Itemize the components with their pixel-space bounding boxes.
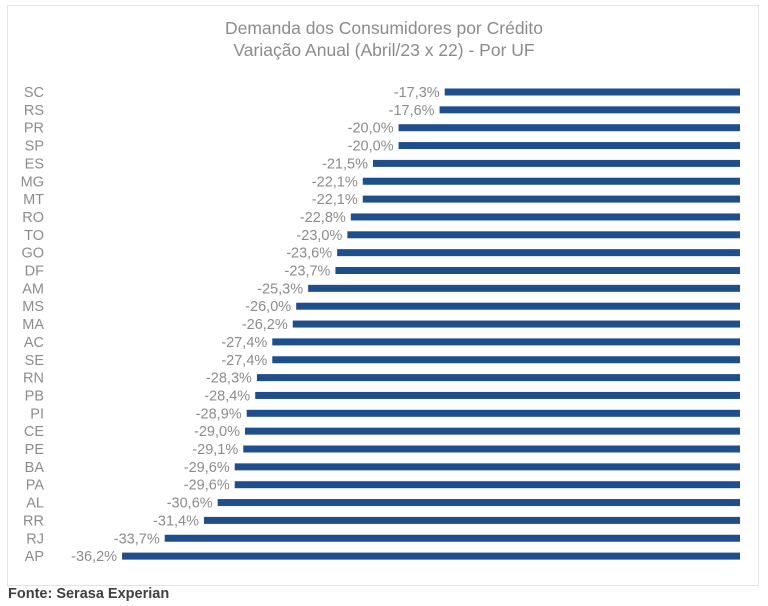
bar: [164, 534, 741, 542]
category-label: TO: [24, 228, 44, 244]
bar: [256, 374, 740, 382]
data-label: -23,6%: [286, 246, 332, 262]
category-label: PE: [25, 442, 45, 458]
bar: [362, 195, 740, 203]
data-label: -21,5%: [322, 156, 368, 172]
data-label: -26,2%: [242, 317, 288, 333]
category-label: AP: [25, 549, 44, 565]
category-label: GO: [21, 246, 44, 262]
bar: [204, 516, 740, 524]
bar: [372, 159, 740, 167]
bar: [234, 481, 740, 489]
bar: [347, 231, 740, 239]
source-note: Fonte: Serasa Experian: [8, 586, 170, 602]
category-label: MG: [21, 174, 44, 190]
bar: [350, 213, 740, 221]
data-label: -29,1%: [192, 442, 238, 458]
chart-frame: [7, 5, 759, 586]
data-label: -22,1%: [312, 192, 358, 208]
data-label: -22,8%: [300, 210, 346, 226]
category-label: DF: [25, 264, 44, 280]
bar: [296, 302, 740, 310]
data-label: -17,6%: [389, 103, 435, 119]
bar: [292, 320, 740, 328]
data-label: -28,4%: [204, 388, 250, 404]
bar: [217, 499, 740, 507]
bar: [398, 124, 740, 132]
category-label: PA: [26, 478, 45, 494]
category-label: MT: [23, 192, 44, 208]
data-label: -17,3%: [394, 85, 440, 101]
bar: [244, 427, 740, 435]
data-label: -29,0%: [194, 424, 240, 440]
data-label: -30,6%: [167, 496, 213, 512]
bar: [362, 177, 740, 185]
category-label: RJ: [26, 531, 44, 547]
category-label: PR: [24, 121, 44, 137]
bar: [246, 409, 740, 417]
bar: [444, 88, 740, 96]
data-label: -36,2%: [71, 549, 117, 565]
category-label: PI: [30, 406, 44, 422]
bar: [308, 284, 740, 292]
category-label: ES: [25, 156, 44, 172]
data-label: -20,0%: [348, 139, 394, 155]
data-label: -28,3%: [206, 371, 252, 387]
category-label: RS: [24, 103, 44, 119]
category-label: SP: [25, 139, 44, 155]
bar: [335, 267, 740, 274]
data-label: -22,1%: [312, 174, 358, 190]
data-label: -27,4%: [221, 353, 267, 369]
data-label: -28,9%: [196, 406, 242, 422]
category-label: RR: [23, 513, 44, 529]
bar: [272, 356, 740, 364]
bar: [398, 142, 740, 150]
data-label: -23,7%: [284, 264, 330, 280]
chart-subtitle: Variação Anual (Abril/23 x 22) - Por UF: [233, 40, 535, 60]
bar: [243, 445, 740, 453]
category-label: RO: [22, 210, 44, 226]
category-label: CE: [24, 424, 44, 440]
category-label: MA: [22, 317, 44, 333]
data-label: -27,4%: [221, 335, 267, 351]
category-label: AL: [26, 496, 44, 512]
category-label: RN: [23, 371, 44, 387]
category-label: AC: [24, 335, 44, 351]
data-label: -26,0%: [245, 299, 291, 315]
category-label: PB: [25, 388, 44, 404]
bar: [234, 463, 740, 471]
data-label: -29,6%: [184, 478, 230, 494]
category-label: BA: [25, 460, 45, 476]
data-label: -20,0%: [348, 121, 394, 137]
category-label: MS: [22, 299, 44, 315]
data-label: -33,7%: [114, 531, 160, 547]
bar: [272, 338, 740, 346]
chart-title: Demanda dos Consumidores por Crédito: [224, 18, 544, 38]
bar: [439, 106, 740, 114]
category-label: AM: [22, 281, 44, 297]
category-label: SC: [24, 85, 44, 101]
category-label: SE: [25, 353, 45, 369]
bar: [255, 391, 740, 399]
data-label: -25,3%: [257, 281, 303, 297]
chart-title-block: Demanda dos Consumidores por Crédito Var…: [0, 17, 768, 61]
data-label: -31,4%: [153, 513, 199, 529]
data-label: -29,6%: [184, 460, 230, 476]
bar: [122, 552, 741, 560]
bar: [337, 249, 740, 257]
data-label: -23,0%: [296, 228, 342, 244]
